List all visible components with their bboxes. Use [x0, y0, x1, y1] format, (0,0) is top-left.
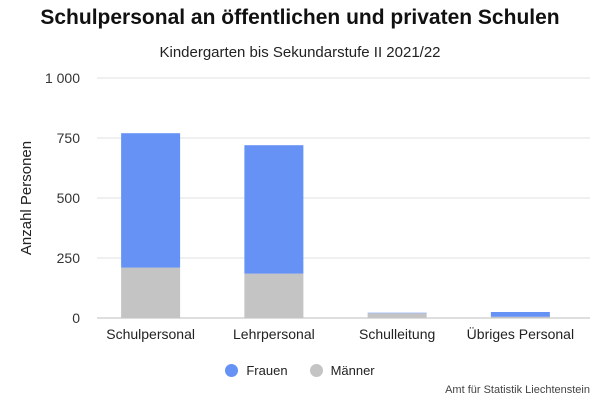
y-tick-label: 250 [57, 250, 81, 266]
bar-frauen-2 [244, 145, 304, 274]
bar-frauen-1 [121, 133, 181, 268]
x-tick-label: Lehrpersonal [233, 326, 315, 342]
legend-label-frauen: Frauen [246, 363, 288, 378]
x-tick-label: Übriges Personal [467, 325, 574, 342]
y-tick-label: 1 000 [45, 70, 80, 86]
bar-frauen-4 [490, 312, 550, 317]
legend: Frauen Männer [0, 363, 600, 378]
y-axis-label: Anzahl Personen [18, 141, 35, 255]
legend-item-maenner[interactable]: Männer [309, 363, 375, 378]
source-note: Amt für Statistik Liechtenstein [445, 384, 590, 396]
chart-title: Schulpersonal an öffentlichen und privat… [40, 6, 560, 29]
bar-maenner-4 [490, 316, 550, 318]
x-tick-label: Schulpersonal [106, 326, 195, 342]
bar-maenner-1 [121, 267, 181, 318]
bar-maenner-2 [244, 273, 304, 318]
bar-maenner-3 [367, 313, 427, 318]
y-tick-label: 0 [72, 310, 80, 326]
legend-item-frauen[interactable]: Frauen [225, 363, 288, 378]
legend-label-maenner: Männer [330, 363, 375, 378]
y-tick-label: 750 [57, 130, 81, 146]
legend-swatch-frauen [225, 364, 239, 377]
legend-swatch-maenner [309, 364, 323, 377]
y-tick-label: 500 [57, 190, 81, 206]
x-tick-label: Schulleitung [359, 326, 435, 342]
chart-subtitle: Kindergarten bis Sekundarstufe II 2021/2… [159, 44, 441, 61]
